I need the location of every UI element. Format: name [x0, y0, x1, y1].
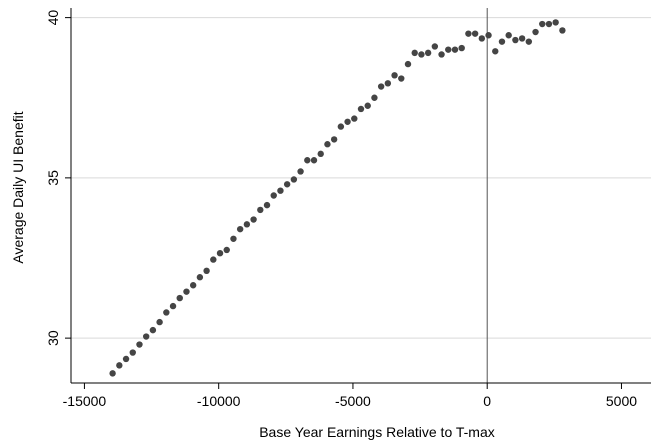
data-point	[559, 27, 566, 34]
data-point	[250, 216, 257, 223]
data-point	[438, 51, 445, 58]
data-point	[498, 38, 506, 45]
data-point	[109, 370, 116, 377]
y-axis-ticks: 30 35 40	[45, 10, 71, 346]
data-point	[465, 30, 472, 37]
data-point	[485, 32, 492, 39]
data-point	[310, 157, 318, 164]
data-point	[317, 150, 324, 158]
data-point	[518, 35, 526, 42]
x-axis-ticks: -15000 -10000 -5000 0 5000	[63, 383, 637, 409]
data-point	[283, 181, 291, 188]
data-point	[337, 123, 345, 130]
data-point	[539, 20, 546, 28]
data-point	[545, 20, 553, 28]
data-point	[203, 267, 210, 275]
y-tick-label-40: 40	[45, 10, 61, 26]
data-point	[142, 333, 150, 340]
data-point	[156, 318, 163, 326]
data-point	[371, 94, 378, 101]
data-point	[532, 28, 539, 36]
data-point	[129, 349, 136, 356]
data-point	[424, 49, 432, 57]
data-point	[116, 362, 123, 369]
data-point	[210, 256, 217, 263]
data-point	[451, 46, 459, 53]
data-point	[398, 75, 405, 82]
data-point	[277, 187, 284, 194]
data-point	[270, 192, 277, 199]
data-point	[223, 246, 230, 254]
data-point	[505, 32, 512, 39]
data-point	[431, 43, 439, 50]
data-point	[163, 309, 170, 316]
data-point	[552, 19, 559, 26]
x-axis-label: Base Year Earnings Relative to T-max	[259, 424, 495, 440]
x-tick-label--10000: -10000	[197, 393, 241, 409]
data-points	[109, 19, 566, 377]
x-tick-label-5000: 5000	[606, 393, 637, 409]
data-point	[391, 72, 398, 79]
data-point	[478, 35, 486, 42]
data-point	[364, 102, 371, 109]
data-point	[357, 105, 365, 113]
x-tick-label--5000: -5000	[335, 393, 371, 409]
data-point	[196, 274, 204, 281]
data-point	[344, 118, 351, 125]
gridlines	[71, 17, 651, 339]
data-point	[216, 249, 224, 257]
data-point	[257, 206, 264, 214]
data-point	[189, 282, 197, 289]
data-point	[445, 46, 452, 53]
y-tick-label-35: 35	[45, 170, 61, 186]
data-point	[330, 136, 338, 143]
data-point	[122, 355, 130, 363]
data-point	[263, 201, 271, 209]
y-tick-label-30: 30	[45, 330, 61, 346]
data-point	[411, 49, 418, 57]
data-point	[243, 221, 251, 228]
data-point	[525, 38, 533, 45]
data-point	[384, 80, 392, 87]
data-point	[492, 48, 499, 55]
y-axis-label: Average Daily UI Benefit	[10, 111, 26, 263]
data-point	[236, 225, 244, 233]
data-point	[230, 235, 237, 242]
data-point	[404, 60, 412, 68]
data-point	[377, 83, 385, 90]
data-point	[297, 168, 304, 175]
data-point	[169, 302, 177, 310]
data-point	[458, 44, 465, 52]
data-point	[471, 30, 479, 37]
data-point	[304, 157, 311, 164]
data-point	[418, 51, 425, 58]
data-point	[324, 141, 331, 148]
data-point	[290, 176, 298, 183]
data-point	[176, 294, 183, 302]
data-point	[149, 326, 157, 334]
x-tick-label-0: 0	[483, 393, 491, 409]
x-tick-label--15000: -15000	[63, 393, 107, 409]
data-point	[351, 115, 358, 122]
data-point	[136, 341, 143, 348]
data-point	[512, 36, 519, 44]
data-point	[183, 288, 190, 295]
